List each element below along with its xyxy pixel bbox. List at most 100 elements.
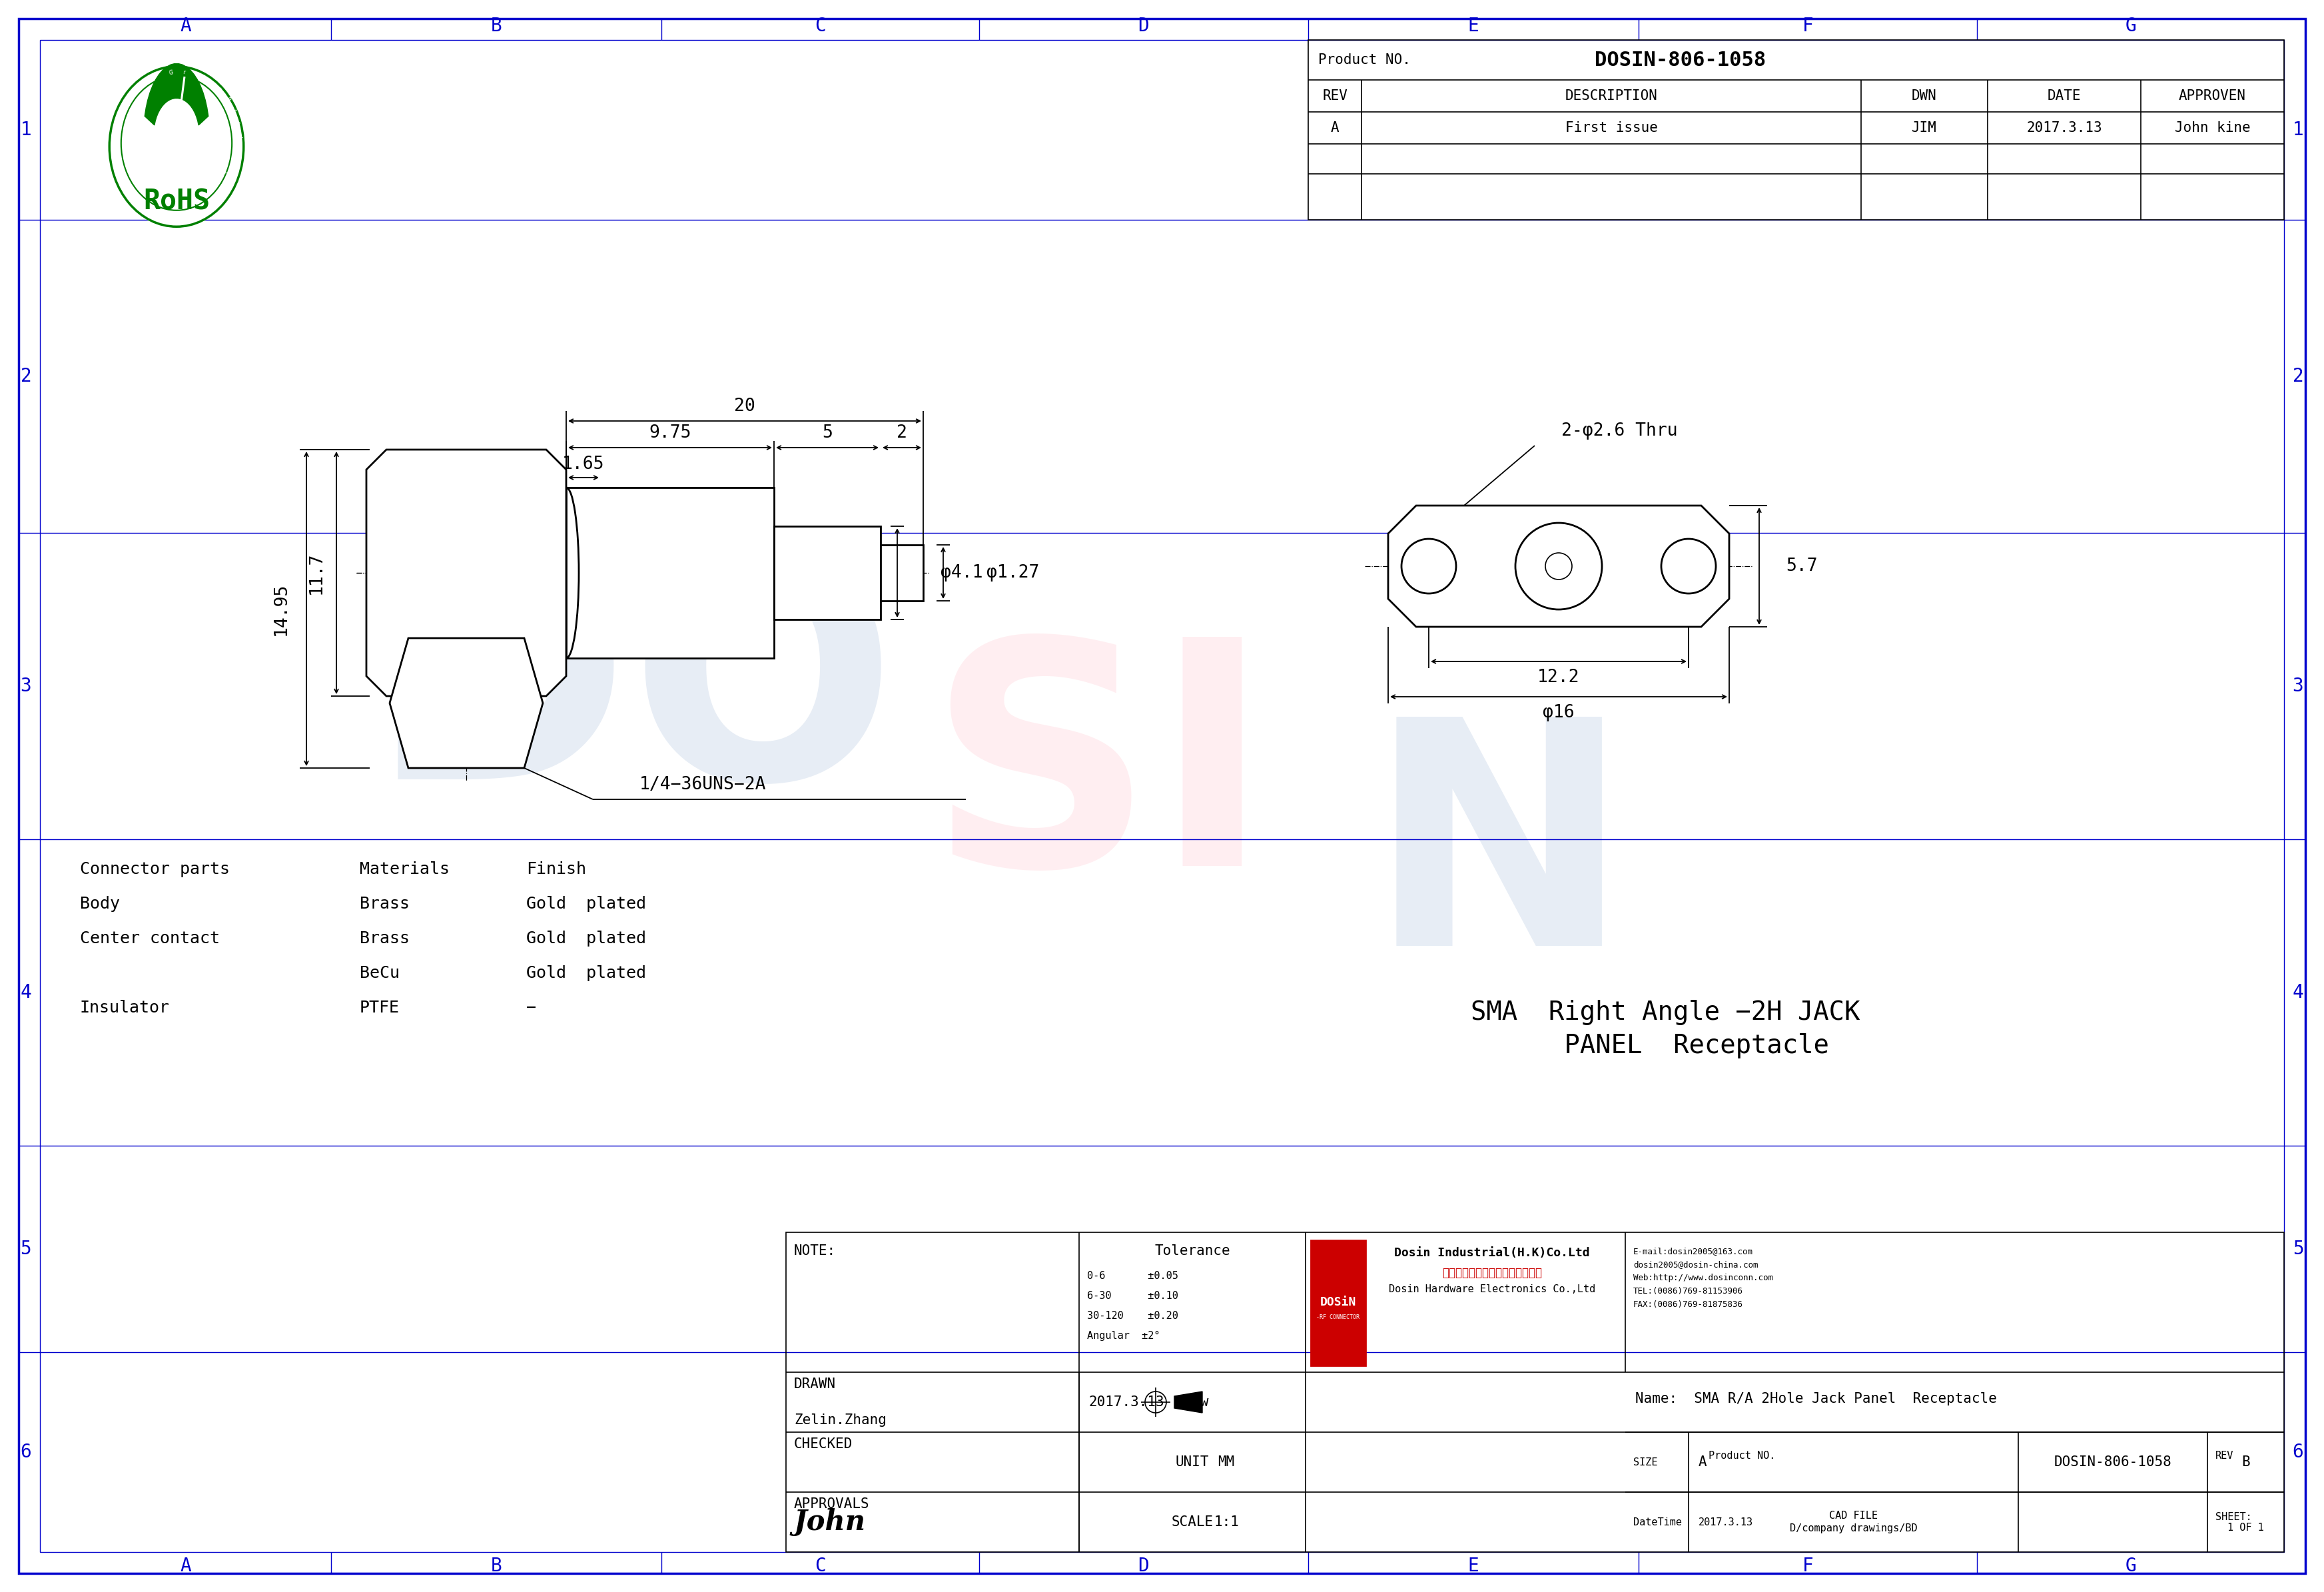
Text: Gold  plated: Gold plated bbox=[525, 965, 646, 981]
Text: 12.2: 12.2 bbox=[1538, 669, 1580, 686]
Text: NOTE:: NOTE: bbox=[795, 1245, 837, 1258]
Text: 2-φ2.6 Thru: 2-φ2.6 Thru bbox=[1562, 422, 1678, 439]
Text: DateTime: DateTime bbox=[1634, 1517, 1683, 1527]
Text: 5.7: 5.7 bbox=[1785, 557, 1817, 575]
Text: 6-30      ±0.10: 6-30 ±0.10 bbox=[1088, 1291, 1178, 1301]
Text: APPROVALS: APPROVALS bbox=[795, 1498, 869, 1511]
Text: 1: 1 bbox=[2291, 121, 2303, 139]
Text: 2017.3.13: 2017.3.13 bbox=[1090, 1396, 1164, 1409]
Text: 1:1: 1:1 bbox=[1213, 1516, 1239, 1528]
Text: 2: 2 bbox=[897, 425, 906, 441]
Text: -RF CONNECTOR: -RF CONNECTOR bbox=[1315, 1313, 1360, 1320]
Text: SI: SI bbox=[927, 627, 1271, 931]
Text: Center contact: Center contact bbox=[79, 931, 221, 947]
Text: E: E bbox=[1469, 16, 1478, 35]
Text: Product NO.: Product NO. bbox=[1318, 53, 1411, 67]
Text: B: B bbox=[490, 16, 502, 35]
Text: 2017.3.13: 2017.3.13 bbox=[2027, 121, 2103, 135]
Text: DOSIN-806-1058: DOSIN-806-1058 bbox=[2054, 1455, 2171, 1469]
Text: Dosin Industrial(H.K)Co.Ltd: Dosin Industrial(H.K)Co.Ltd bbox=[1394, 1247, 1590, 1259]
Text: 6: 6 bbox=[21, 1442, 33, 1461]
Text: Dosin Hardware Electronics Co.,Ltd: Dosin Hardware Electronics Co.,Ltd bbox=[1390, 1285, 1594, 1294]
Text: TEL:(0086)769-81153906: TEL:(0086)769-81153906 bbox=[1634, 1286, 1743, 1296]
Text: DOSIN-806-1058: DOSIN-806-1058 bbox=[1594, 51, 1766, 70]
Text: Web:http://www.dosinconn.com: Web:http://www.dosinconn.com bbox=[1634, 1274, 1773, 1282]
Text: G: G bbox=[2124, 1557, 2136, 1576]
Text: REV: REV bbox=[1322, 89, 1348, 102]
Text: John kine: John kine bbox=[2175, 121, 2250, 135]
Text: 1.65: 1.65 bbox=[562, 455, 604, 473]
Text: φ1.27: φ1.27 bbox=[985, 564, 1039, 581]
Text: 东莞市综索五金电子制品有限公司: 东莞市综索五金电子制品有限公司 bbox=[1443, 1267, 1543, 1278]
Text: B: B bbox=[2243, 1455, 2250, 1469]
Polygon shape bbox=[1387, 506, 1729, 627]
Text: SCALE: SCALE bbox=[1171, 1516, 1213, 1528]
Text: 6: 6 bbox=[2291, 1442, 2303, 1461]
Text: First issue: First issue bbox=[1564, 121, 1657, 135]
Polygon shape bbox=[144, 64, 209, 126]
Text: E: E bbox=[1469, 1557, 1478, 1576]
Text: A: A bbox=[1699, 1455, 1706, 1469]
Text: Angular  ±2°: Angular ±2° bbox=[1088, 1331, 1160, 1340]
Text: Brass: Brass bbox=[360, 896, 409, 912]
Text: PTFE: PTFE bbox=[360, 1000, 400, 1016]
Text: dosin2005@dosin-china.com: dosin2005@dosin-china.com bbox=[1634, 1261, 1759, 1269]
Text: UNIT: UNIT bbox=[1176, 1455, 1208, 1469]
Text: 3: 3 bbox=[21, 677, 33, 696]
Text: φ4.1: φ4.1 bbox=[941, 564, 983, 581]
Text: E-mail:dosin2005@163.com: E-mail:dosin2005@163.com bbox=[1634, 1247, 1752, 1256]
Polygon shape bbox=[367, 449, 567, 696]
Text: DWN: DWN bbox=[1913, 89, 1936, 102]
Ellipse shape bbox=[109, 67, 244, 226]
Text: Gold  plated: Gold plated bbox=[525, 931, 646, 947]
Text: 9.75: 9.75 bbox=[648, 425, 690, 441]
Text: A: A bbox=[1332, 121, 1339, 135]
Text: REV: REV bbox=[2215, 1450, 2233, 1460]
Text: t: t bbox=[223, 169, 230, 175]
Text: Tolerance: Tolerance bbox=[1155, 1245, 1229, 1258]
Text: D: D bbox=[1139, 1557, 1150, 1576]
Text: 5: 5 bbox=[2291, 1240, 2303, 1258]
Text: DESCRIPTION: DESCRIPTION bbox=[1564, 89, 1657, 102]
Text: A: A bbox=[179, 16, 191, 35]
Text: PANEL  Receptacle: PANEL Receptacle bbox=[1501, 1033, 1829, 1059]
Text: e: e bbox=[195, 72, 200, 80]
Text: SIZE: SIZE bbox=[1634, 1457, 1657, 1468]
Text: CAD FILE: CAD FILE bbox=[1829, 1511, 1878, 1520]
Text: 11.7: 11.7 bbox=[307, 552, 325, 594]
Polygon shape bbox=[390, 638, 544, 767]
Text: 4: 4 bbox=[21, 984, 33, 1001]
Text: Product NO.: Product NO. bbox=[1708, 1450, 1776, 1460]
Text: Gold  plated: Gold plated bbox=[525, 896, 646, 912]
Text: 5: 5 bbox=[823, 425, 832, 441]
Text: FAX:(0086)769-81875836: FAX:(0086)769-81875836 bbox=[1634, 1301, 1743, 1309]
Bar bbox=[1308, 40, 2284, 220]
Text: o: o bbox=[235, 121, 242, 124]
Text: Finish: Finish bbox=[525, 861, 586, 877]
Text: 1 OF 1: 1 OF 1 bbox=[2226, 1522, 2264, 1533]
Text: RoHS: RoHS bbox=[144, 188, 209, 215]
Text: 0-6       ±0.05: 0-6 ±0.05 bbox=[1088, 1270, 1178, 1282]
Text: DRAWN: DRAWN bbox=[795, 1377, 837, 1391]
Text: A: A bbox=[179, 1557, 191, 1576]
Text: 2: 2 bbox=[21, 368, 33, 385]
Text: B: B bbox=[490, 1557, 502, 1576]
Text: View: View bbox=[1176, 1396, 1208, 1409]
Text: DATE: DATE bbox=[2047, 89, 2080, 102]
Bar bbox=[786, 1232, 2284, 1552]
Text: Zelin.Zhang: Zelin.Zhang bbox=[795, 1414, 885, 1426]
Text: MM: MM bbox=[1218, 1455, 1234, 1469]
Text: Name:  SMA R/A 2Hole Jack Panel  Receptacle: Name: SMA R/A 2Hole Jack Panel Receptacl… bbox=[1636, 1391, 1996, 1406]
Text: Materials: Materials bbox=[360, 861, 449, 877]
Text: G: G bbox=[170, 70, 174, 75]
Bar bbox=[567, 487, 774, 657]
Text: 1/4−36UNS−2A: 1/4−36UNS−2A bbox=[639, 775, 767, 793]
Text: −: − bbox=[525, 1000, 537, 1016]
Text: r: r bbox=[230, 108, 237, 113]
Text: APPROVEN: APPROVEN bbox=[2180, 89, 2245, 102]
Text: F: F bbox=[1801, 16, 1813, 35]
Text: Body: Body bbox=[79, 896, 121, 912]
Text: DOSiN: DOSiN bbox=[1320, 1296, 1357, 1309]
Text: N: N bbox=[1367, 707, 1631, 1011]
Text: 3: 3 bbox=[2291, 677, 2303, 696]
